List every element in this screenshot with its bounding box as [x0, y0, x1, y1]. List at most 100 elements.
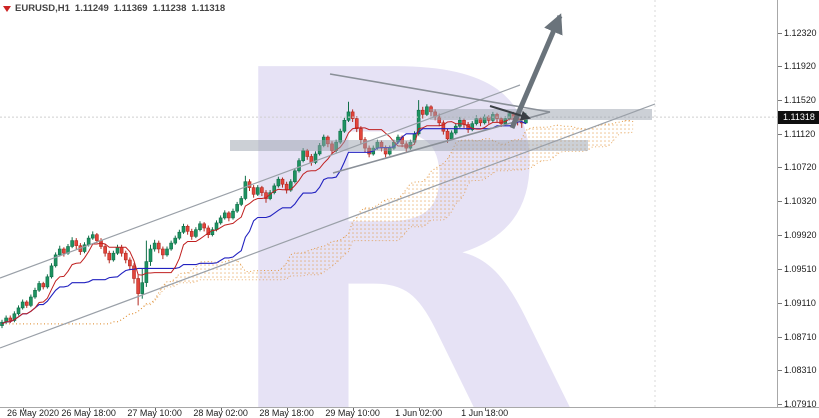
high-value: 1.11369: [113, 3, 148, 14]
time-axis-label: 26 May 2020: [6, 408, 60, 418]
candle: [235, 201, 239, 213]
price-axis-label: 1.11120: [784, 128, 816, 139]
price-axis-tick: [778, 403, 782, 405]
candle: [53, 252, 58, 268]
candle: [41, 281, 46, 290]
candle: [103, 244, 107, 257]
candle: [62, 247, 66, 257]
price-axis-label: 1.09920: [784, 229, 817, 240]
candle: [119, 244, 124, 257]
candle: [354, 116, 359, 133]
price-axis-tick: [778, 100, 782, 102]
low-value: 1.11238: [152, 3, 187, 14]
candle: [210, 227, 215, 237]
candle: [111, 250, 116, 262]
price-axis-label: 1.10320: [784, 196, 817, 207]
candle: [260, 185, 264, 196]
candle: [198, 221, 202, 232]
price-axis-tick: [778, 133, 782, 135]
candle: [202, 222, 206, 232]
price-axis-tick: [778, 167, 782, 169]
price-axis-label: 1.09510: [784, 264, 817, 275]
time-axis-tick: [22, 408, 24, 411]
candle: [90, 231, 95, 240]
candle: [276, 176, 281, 188]
time-axis-label: 26 May 18:00: [61, 408, 116, 418]
candle: [29, 294, 33, 308]
candle: [449, 130, 454, 141]
candle: [33, 287, 37, 299]
candle: [441, 120, 446, 135]
candle: [350, 109, 355, 122]
time-axis-label: 1 Jun 02:00: [395, 408, 443, 418]
tenkan-sen-line: [1, 118, 526, 325]
price-axis-label: 1.08710: [784, 331, 817, 342]
candle: [156, 240, 161, 254]
time-axis-tick: [154, 408, 156, 411]
time-axis-label: 1 Jun 18:00: [461, 408, 509, 418]
price-axis-tick: [778, 370, 782, 372]
candle: [194, 227, 198, 239]
candle: [152, 239, 157, 252]
candle: [293, 168, 297, 184]
candle: [161, 246, 165, 260]
chart-canvas[interactable]: R: [0, 0, 777, 407]
open-value: 1.11249: [74, 3, 109, 14]
price-axis[interactable]: 1.11318 1.12320 1.11920 1.11520 1.11120 1.10…: [777, 0, 819, 409]
chart-symbol-ohlc-overlay: EURUSD,H1 1.11249 1.11369 1.11238 1.1131…: [3, 3, 230, 14]
candle: [140, 268, 145, 299]
candle: [128, 257, 132, 271]
tick-down-icon: [3, 5, 11, 12]
time-axis-label: 28 May 18:00: [259, 408, 314, 418]
candle: [251, 185, 256, 198]
price-axis-tick: [778, 336, 782, 338]
candle: [206, 225, 211, 239]
breakout-up-arrow[interactable]: [509, 13, 563, 129]
candle: [425, 104, 429, 117]
candle: [177, 229, 182, 240]
price-axis-label: 1.09110: [784, 297, 816, 308]
trend-channel-line[interactable]: [0, 103, 656, 349]
time-axis[interactable]: 26 May 2020 26 May 18:00 27 May 10:00 28 Ma…: [0, 407, 819, 418]
candle: [148, 244, 153, 266]
candle: [231, 208, 235, 220]
candle: [16, 305, 21, 316]
candle: [420, 106, 425, 119]
candle: [24, 300, 29, 308]
pennant-wedge-line[interactable]: [329, 73, 551, 113]
price-axis-tick: [778, 66, 782, 68]
apex-pointer-arrow[interactable]: [489, 105, 531, 121]
time-axis-label: 28 May 02:00: [193, 408, 248, 418]
price-axis-label: 1.10720: [784, 162, 817, 173]
candle: [297, 158, 301, 173]
price-axis-label: 1.08310: [784, 365, 817, 376]
candle: [185, 224, 190, 235]
candle: [123, 250, 128, 264]
candle: [107, 250, 112, 264]
candle: [132, 263, 136, 284]
kijun-sen-line: [1, 121, 527, 325]
time-axis-tick: [220, 408, 222, 411]
candle: [218, 215, 223, 225]
candle: [173, 235, 178, 245]
candle: [136, 275, 140, 306]
time-axis-tick: [418, 408, 420, 411]
symbol-period-label: EURUSD,H1: [15, 3, 70, 14]
price-axis-tick: [778, 234, 782, 236]
trend-channel-line[interactable]: [0, 84, 521, 279]
senkou-span-b-line: [2, 131, 634, 325]
price-axis-label: 1.12320: [784, 27, 817, 38]
close-value: 1.11318: [191, 3, 226, 14]
current-price-tag: 1.11318: [778, 110, 819, 124]
price-zone-rectangle[interactable]: [230, 140, 588, 151]
candle: [342, 117, 347, 133]
candle: [45, 274, 50, 289]
time-axis-tick: [352, 408, 354, 411]
time-axis-tick: [286, 408, 288, 411]
price-axis-tick: [778, 302, 782, 304]
candle: [346, 101, 351, 122]
candle: [222, 210, 227, 220]
candle: [272, 183, 277, 195]
price-axis-label: 1.11520: [784, 95, 816, 106]
